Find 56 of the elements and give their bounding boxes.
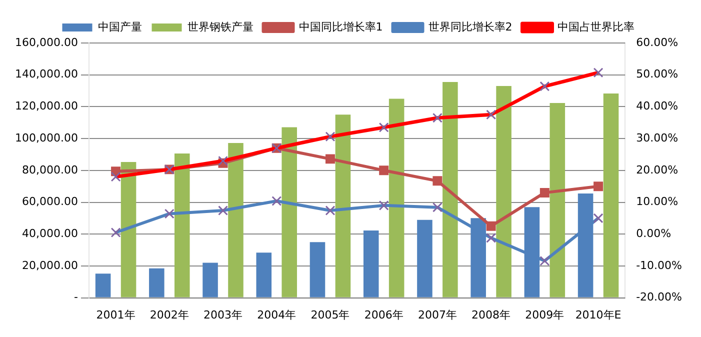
x-tick-label: 2008年	[472, 308, 511, 322]
y2-tick-label: 0.00%	[636, 226, 672, 240]
point	[325, 154, 335, 164]
x-tick-label: 2007年	[418, 308, 457, 322]
x-tick-label: 2002年	[150, 308, 189, 322]
y-tick-label: 20,000.00	[22, 258, 78, 272]
y-tick-label: -	[74, 290, 78, 304]
bar	[256, 252, 272, 298]
bar	[335, 114, 351, 298]
bar	[550, 103, 566, 298]
bar	[310, 242, 326, 298]
y2-tick-label: -10.00%	[636, 258, 682, 272]
x-tick-label: 2005年	[310, 308, 350, 322]
legend-label: 中国产量	[98, 20, 142, 34]
y2-tick-label: 50.00%	[636, 68, 678, 81]
y-tick-label: 100,000.00	[14, 131, 78, 144]
legend-label: 世界钢铁产量	[187, 20, 254, 34]
x-tick-label: 2006年	[364, 308, 404, 322]
y-tick-label: 160,000.00	[14, 36, 78, 49]
bar	[363, 230, 379, 298]
bar	[228, 143, 244, 298]
y-tick-label: 140,000.00	[14, 68, 78, 81]
bar	[417, 220, 432, 298]
x-tick-label: 2009年	[525, 308, 564, 322]
bar	[120, 162, 136, 298]
x-tick-label: 2010年E	[575, 308, 622, 322]
legend-label: 世界同比增长率2	[428, 20, 512, 34]
bar	[603, 93, 619, 298]
y2-tick-label: 10.00%	[636, 195, 678, 208]
y-tick-label: 60,000.00	[22, 195, 78, 208]
bar	[442, 82, 458, 298]
y2-tick-label: -20.00%	[636, 290, 682, 304]
bar	[149, 268, 164, 298]
legend-label: 中国占世界比率	[558, 20, 635, 34]
y2-tick-label: 40.00%	[636, 100, 678, 113]
point	[594, 182, 604, 192]
point	[379, 166, 389, 176]
point	[432, 176, 442, 186]
y-tick-label: 40,000.00	[22, 226, 78, 240]
bar	[496, 86, 512, 298]
point	[540, 188, 550, 198]
bar	[174, 154, 190, 298]
x-tick-label: 2003年	[204, 308, 243, 322]
bar	[388, 98, 404, 298]
y2-tick-label: 30.00%	[636, 131, 678, 144]
bar	[282, 127, 297, 298]
y2-tick-label: 60.00%	[636, 36, 678, 49]
bar	[202, 262, 218, 298]
y-tick-label: 120,000.00	[14, 100, 78, 113]
x-tick-label: 2001年	[96, 308, 136, 322]
bar	[95, 274, 111, 298]
y2-tick-label: 20.00%	[636, 163, 678, 176]
y-tick-label: 80,000.00	[22, 163, 78, 176]
x-tick-label: 2004年	[257, 308, 296, 322]
legend-label: 中国同比增长率1	[298, 20, 383, 34]
point	[486, 221, 496, 231]
